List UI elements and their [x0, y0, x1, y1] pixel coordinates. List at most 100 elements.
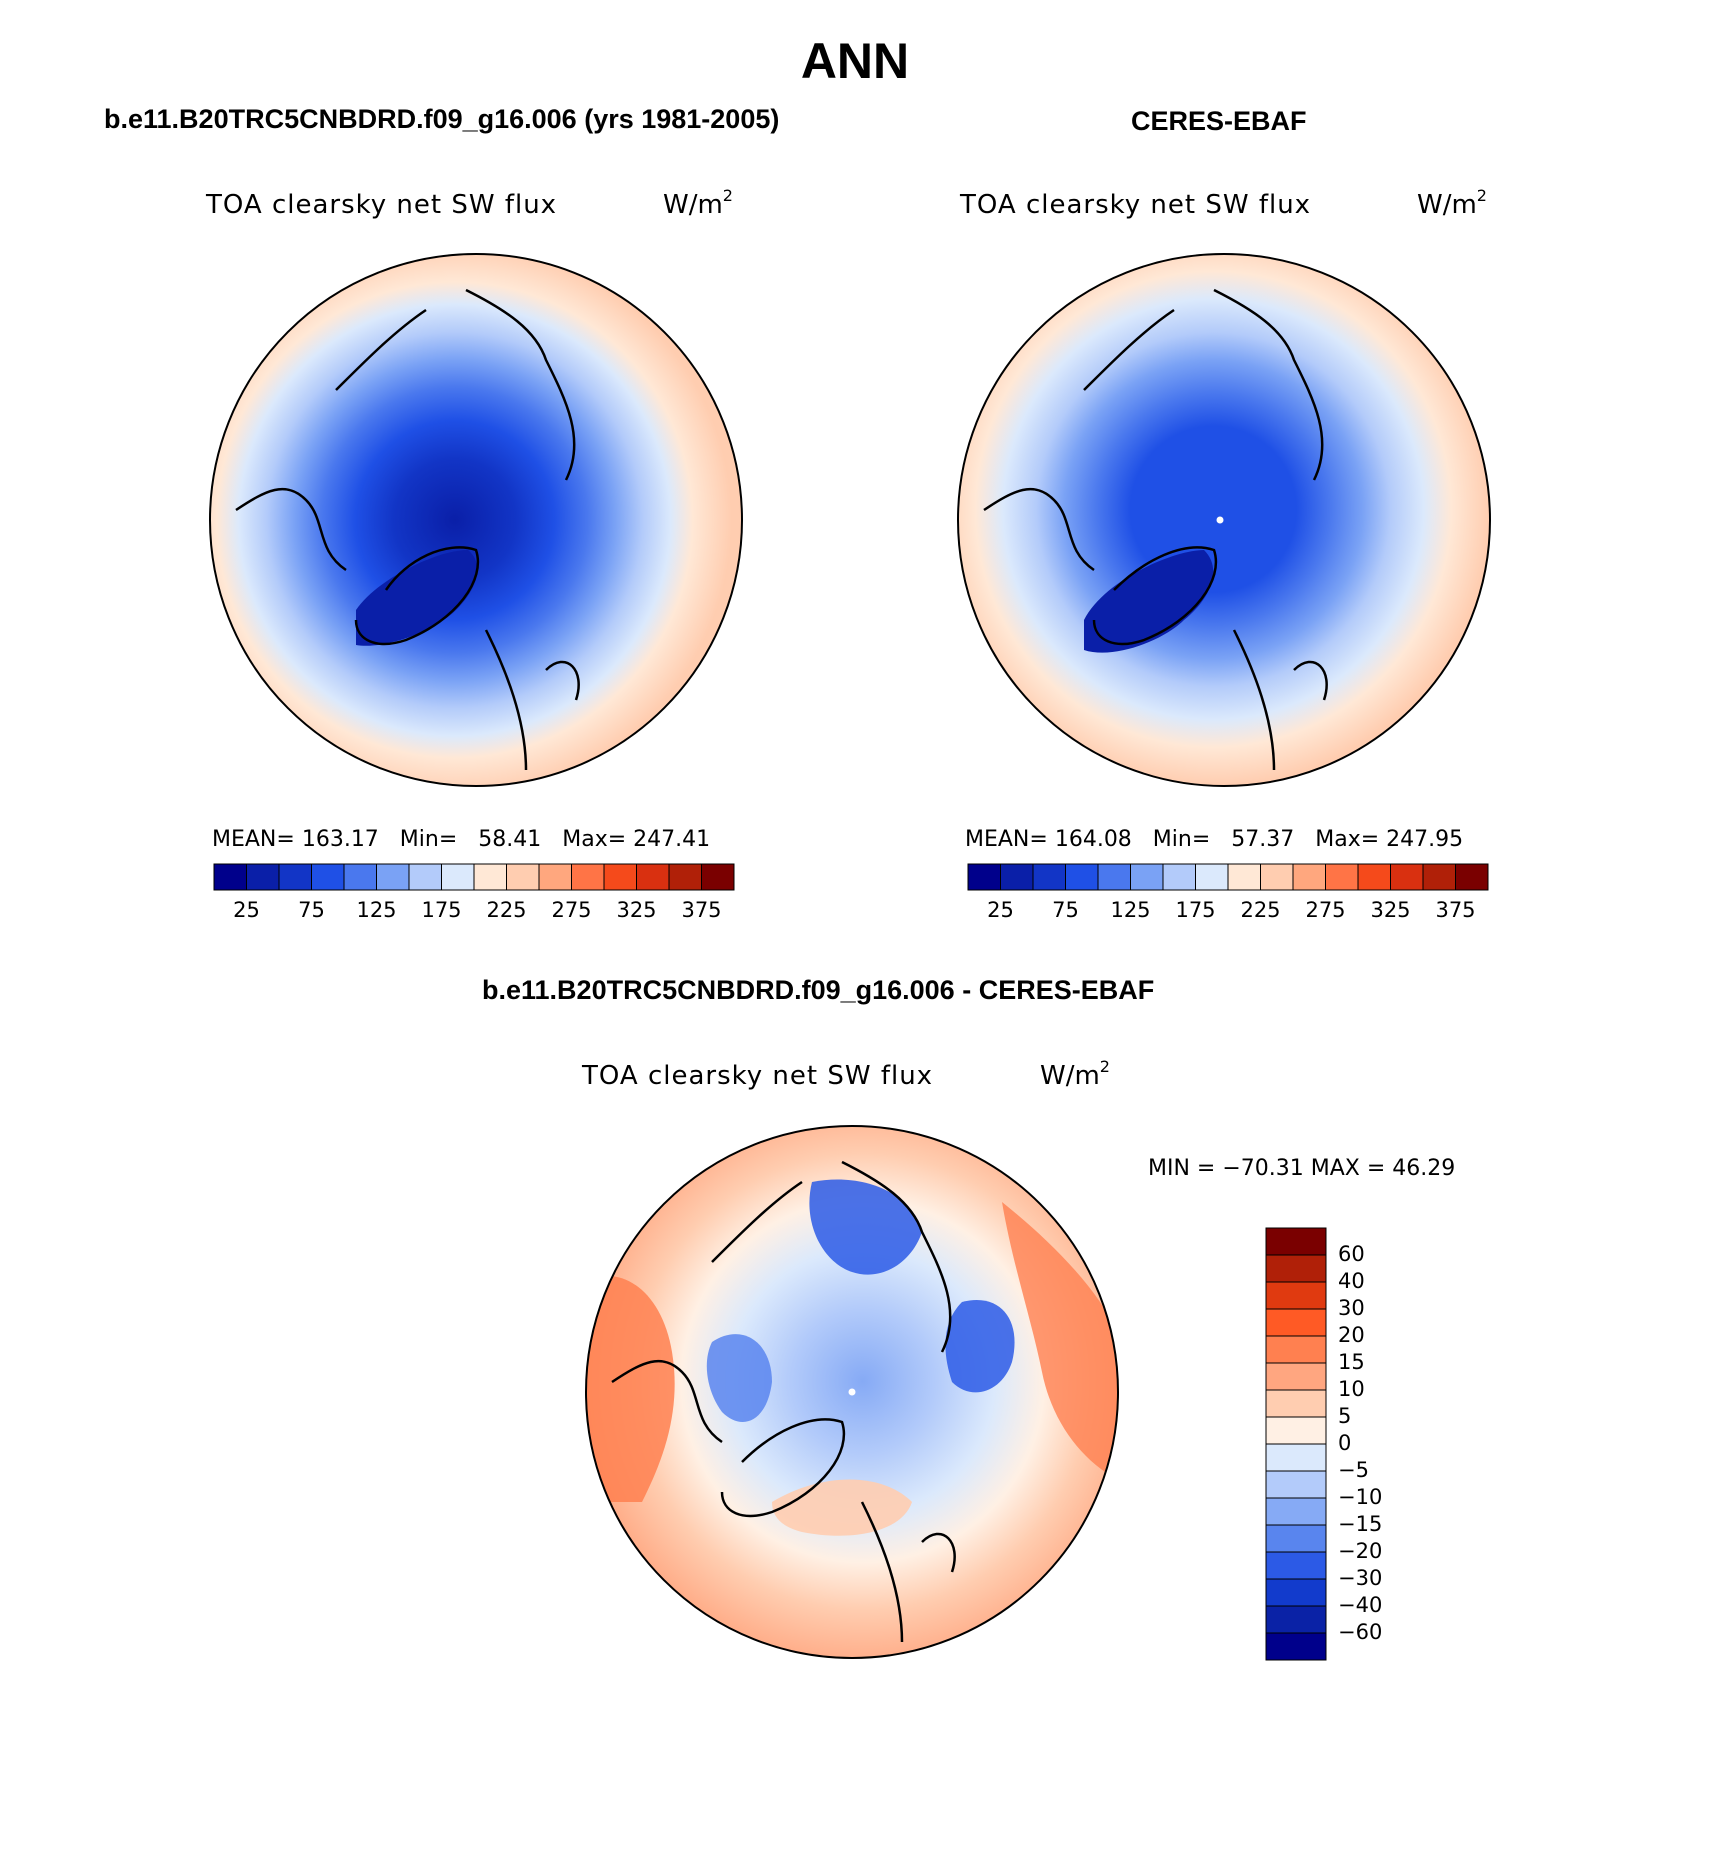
colorbar-tick-label: 375 — [681, 898, 722, 922]
figure-title: ANN — [800, 33, 910, 89]
colorbar-swatch — [571, 863, 605, 891]
colorbar-swatch — [1325, 863, 1359, 891]
colorbar-tick-label: 325 — [616, 898, 657, 922]
panel3-cold-east — [945, 1300, 1015, 1393]
colorbar-tick-label: 10 — [1338, 1377, 1365, 1401]
colorbar-swatch — [1032, 863, 1066, 891]
colorbar-tick-label: −5 — [1338, 1458, 1369, 1482]
panel3-case-title: b.e11.B20TRC5CNBDRD.f09_g16.006 - CERES-… — [482, 975, 1155, 1005]
colorbar-tick-label: 40 — [1338, 1269, 1365, 1293]
colorbar-tick-label: 175 — [1175, 898, 1216, 922]
colorbar-tick-label: 5 — [1338, 1404, 1352, 1428]
colorbar-tick-label: 60 — [1338, 1242, 1365, 1266]
panel3-polar-map — [585, 1125, 1119, 1659]
colorbar-tick-label: −40 — [1338, 1593, 1383, 1617]
colorbar-tick-label: −15 — [1338, 1512, 1383, 1536]
colorbar-swatch — [1265, 1551, 1327, 1580]
colorbar-tick-label: 375 — [1435, 898, 1476, 922]
panel2-units-label: W/m2 — [1417, 186, 1487, 220]
colorbar-swatch — [1162, 863, 1196, 891]
colorbar-swatch — [1265, 1362, 1327, 1391]
colorbar-swatch — [506, 863, 540, 891]
colorbar-tick-label: 15 — [1338, 1350, 1365, 1374]
colorbar-swatch — [1265, 1281, 1327, 1310]
colorbar-swatch — [1265, 1254, 1327, 1283]
colorbar-swatch — [1265, 1335, 1327, 1364]
colorbar-tick-label: 20 — [1338, 1323, 1365, 1347]
colorbar-swatch — [1097, 863, 1131, 891]
colorbar-tick-label: 75 — [1052, 898, 1079, 922]
panel1-polar-map — [209, 253, 743, 787]
colorbar-swatch — [278, 863, 312, 891]
colorbar-swatch — [1000, 863, 1034, 891]
colorbar-tick-label: 25 — [233, 898, 260, 922]
colorbar-tick-label: 325 — [1370, 898, 1411, 922]
colorbar-tick-label: 25 — [987, 898, 1014, 922]
colorbar-swatch — [1265, 1308, 1327, 1337]
colorbar-swatch — [1195, 863, 1229, 891]
colorbar-swatch — [1265, 1578, 1327, 1607]
colorbar-tick-label: −30 — [1338, 1566, 1383, 1590]
panel2-colorbar — [967, 863, 1489, 891]
colorbar-swatch — [1265, 1227, 1327, 1256]
colorbar-swatch — [603, 863, 637, 891]
colorbar-swatch — [1265, 1497, 1327, 1526]
colorbar-swatch — [1265, 1605, 1327, 1634]
colorbar-swatch — [246, 863, 280, 891]
colorbar-swatch — [1260, 863, 1294, 891]
colorbar-swatch — [701, 863, 735, 891]
panel3-units-label: W/m2 — [1040, 1057, 1110, 1091]
colorbar-swatch — [1455, 863, 1489, 891]
colorbar-swatch — [213, 863, 247, 891]
panel3-warm-west — [586, 1275, 675, 1502]
panel2-greenland-region — [1084, 550, 1214, 653]
panel2-coastline — [983, 288, 1328, 771]
colorbar-tick-label: −10 — [1338, 1485, 1383, 1509]
panel1-stats: MEAN= 163.17 Min= 58.41 Max= 247.41 — [212, 827, 711, 852]
colorbar-swatch — [967, 863, 1001, 891]
colorbar-tick-label: 30 — [1338, 1296, 1365, 1320]
panel3-colorbar — [1265, 1227, 1327, 1661]
colorbar-swatch — [1130, 863, 1164, 891]
panel1-greenland-region — [356, 550, 478, 646]
colorbar-swatch — [636, 863, 670, 891]
colorbar-tick-label: 75 — [298, 898, 325, 922]
colorbar-swatch — [1227, 863, 1261, 891]
panel2-case-title: CERES-EBAF — [1131, 106, 1307, 136]
colorbar-swatch — [1292, 863, 1326, 891]
colorbar-swatch — [376, 863, 410, 891]
colorbar-tick-label: −20 — [1338, 1539, 1383, 1563]
colorbar-swatch — [473, 863, 507, 891]
colorbar-swatch — [1357, 863, 1391, 891]
colorbar-swatch — [441, 863, 475, 891]
colorbar-tick-label: 0 — [1338, 1431, 1352, 1455]
colorbar-swatch — [1422, 863, 1456, 891]
colorbar-swatch — [408, 863, 442, 891]
colorbar-tick-label: 175 — [421, 898, 462, 922]
colorbar-tick-label: 125 — [356, 898, 397, 922]
colorbar-swatch — [1265, 1470, 1327, 1499]
panel2-stats: MEAN= 164.08 Min= 57.37 Max= 247.95 — [965, 827, 1464, 852]
colorbar-tick-label: 225 — [1240, 898, 1281, 922]
colorbar-swatch — [1265, 1416, 1327, 1445]
colorbar-swatch — [1265, 1632, 1327, 1661]
colorbar-swatch — [668, 863, 702, 891]
panel1-colorbar-ticks: 25 75 125 175 225 275 325 375 — [214, 898, 734, 928]
panel2-colorbar-ticks: 25 75 125 175 225 275 325 375 — [968, 898, 1488, 928]
colorbar-swatch — [311, 863, 345, 891]
colorbar-tick-label: −60 — [1338, 1620, 1383, 1644]
panel1-variable-label: TOA clearsky net SW flux — [206, 190, 558, 220]
panel3-minmax: MIN = −70.31 MAX = 46.29 — [1148, 1156, 1456, 1181]
panel3-cold-north — [809, 1179, 922, 1275]
panel3-warm-east — [1002, 1202, 1118, 1482]
panel1-coastline — [235, 288, 580, 771]
colorbar-swatch — [1265, 1389, 1327, 1418]
colorbar-tick-label: 275 — [551, 898, 592, 922]
colorbar-swatch — [343, 863, 377, 891]
panel1-colorbar — [213, 863, 735, 891]
panel3-cold-west — [706, 1334, 772, 1422]
panel2-polar-map — [957, 253, 1491, 787]
colorbar-swatch — [1265, 1524, 1327, 1553]
panel2-variable-label: TOA clearsky net SW flux — [960, 190, 1312, 220]
panel3-variable-label: TOA clearsky net SW flux — [582, 1061, 934, 1091]
